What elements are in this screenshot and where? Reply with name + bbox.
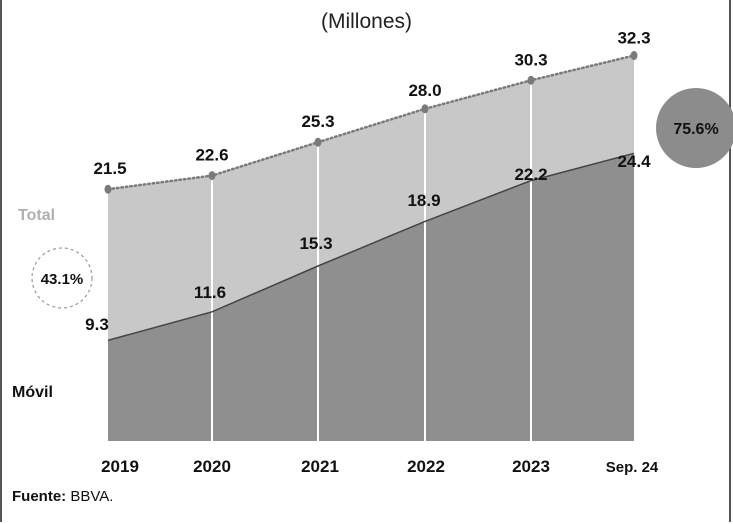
x-tick-label: 2021 (301, 457, 339, 476)
x-tick-label: 2023 (512, 457, 550, 476)
total-value-label: 25.3 (301, 112, 334, 131)
series-label-total: Total (18, 207, 55, 224)
share-end-label: 75.6% (673, 121, 718, 138)
chart-subtitle: (Millones) (320, 10, 412, 33)
movil-area (108, 153, 634, 442)
total-point (104, 184, 112, 194)
share-start-circle (31, 247, 93, 309)
total-value-label: 30.3 (514, 50, 547, 69)
total-value-label: 21.5 (93, 159, 126, 178)
source-label: Fuente: (12, 488, 67, 505)
total-point (527, 75, 535, 85)
movil-value-label: 15.3 (299, 234, 332, 253)
total-value-label: 22.6 (195, 146, 228, 165)
total-point (630, 51, 638, 60)
x-tick-label: 2019 (101, 457, 139, 476)
total-value-label: 32.3 (617, 29, 650, 48)
source-text: BBVA. (70, 488, 114, 505)
x-tick-label: 2022 (407, 457, 445, 476)
total-point (208, 171, 216, 181)
movil-value-label: 22.2 (514, 165, 547, 184)
total-point (314, 137, 322, 147)
movil-value-label: 24.4 (617, 152, 651, 171)
x-tick-label: 2020 (193, 457, 231, 476)
share-end-bubble (656, 88, 733, 168)
movil-value-label: 18.9 (407, 191, 440, 210)
source-note: Fuente: BBVA. (12, 488, 113, 505)
x-tick-label: Sep. 24 (606, 459, 659, 476)
share-start-label: 43.1% (41, 271, 84, 288)
movil-value-label: 11.6 (194, 283, 226, 302)
movil-line (107, 152, 635, 342)
series-label-movil: Móvil (12, 384, 53, 401)
movil-value-label: 9.3 (85, 315, 109, 334)
total-line (106, 54, 636, 191)
total-value-label: 28.0 (408, 81, 441, 100)
total-point (421, 104, 429, 114)
